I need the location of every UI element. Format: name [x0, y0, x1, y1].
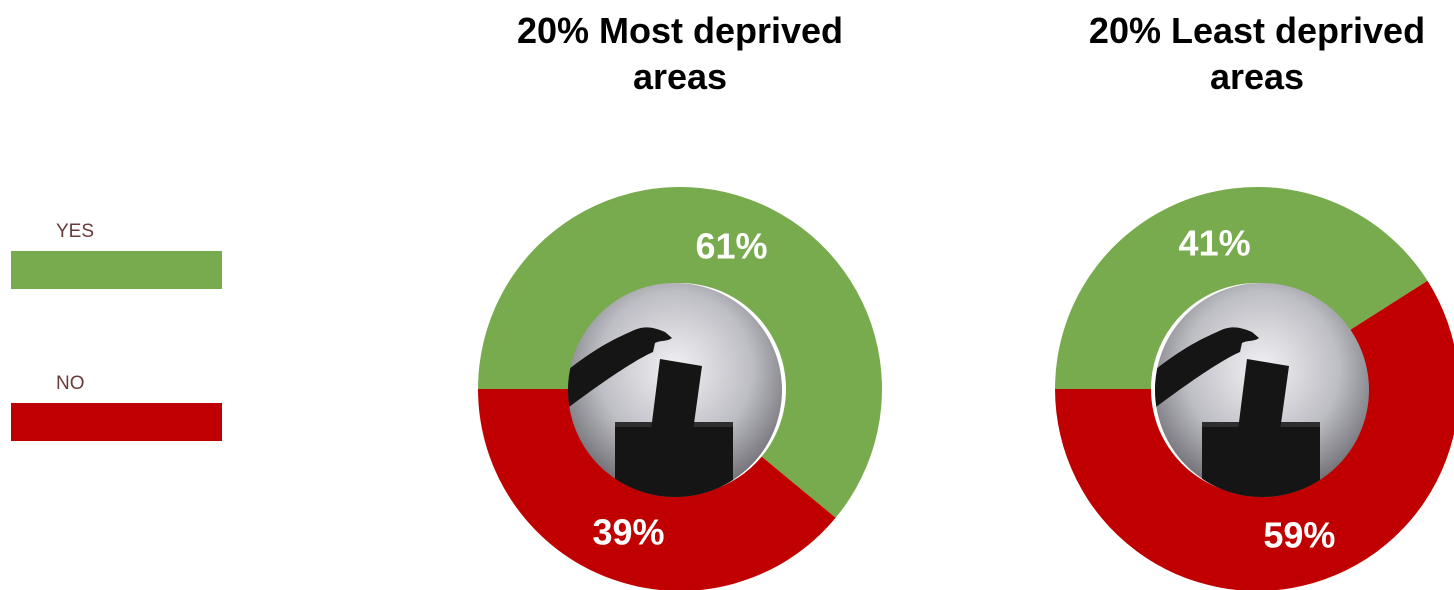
chart-title: 20% Least deprived areas — [1088, 10, 1426, 97]
value-label: 59% — [1263, 514, 1335, 555]
legend-label: YES — [56, 221, 94, 242]
donut-segment — [1055, 187, 1428, 389]
legend-swatch — [11, 403, 222, 441]
donut-segment — [478, 389, 836, 590]
chart-title: 20% Most deprived areas — [516, 10, 844, 97]
legend-swatch — [11, 251, 222, 289]
value-label: 61% — [695, 226, 767, 267]
value-label: 39% — [592, 512, 664, 553]
donut-segment — [478, 186, 882, 518]
legend-label: NO — [56, 373, 85, 394]
value-label: 41% — [1179, 223, 1251, 264]
donut-segments — [478, 186, 1454, 590]
donut-segment — [1055, 280, 1454, 590]
labels: 61% 39% 41% 59% YES NO — [11, 221, 1335, 555]
